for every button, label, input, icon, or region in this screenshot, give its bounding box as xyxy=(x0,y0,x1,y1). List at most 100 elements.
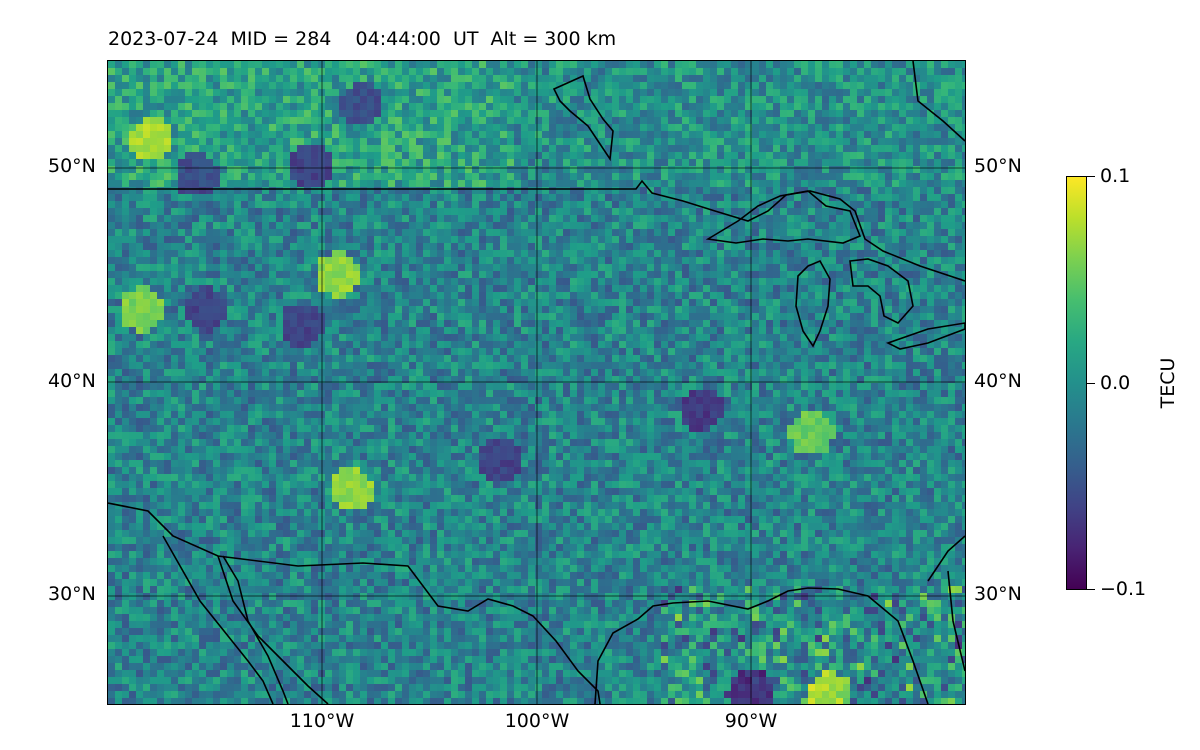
tec-cell xyxy=(150,257,157,264)
tec-cell xyxy=(241,208,248,215)
tec-cell xyxy=(192,61,199,68)
tec-cell xyxy=(703,117,710,124)
tec-cell xyxy=(913,264,920,271)
tec-cell xyxy=(948,320,955,327)
tec-cell xyxy=(619,187,626,194)
tec-cell xyxy=(787,334,794,341)
tec-cell xyxy=(836,215,843,222)
tec-cell xyxy=(416,264,423,271)
tec-cell xyxy=(444,131,451,138)
tec-cell xyxy=(857,152,864,159)
tec-cell xyxy=(199,110,206,117)
tec-cell xyxy=(668,145,675,152)
tec-cell xyxy=(248,145,255,152)
tec-cell xyxy=(738,264,745,271)
tec-cell xyxy=(612,327,619,334)
tec-cell xyxy=(430,271,437,278)
tec-cell xyxy=(962,236,965,243)
tec-cell xyxy=(444,285,451,292)
tec-cell xyxy=(409,89,416,96)
tec-cell xyxy=(115,215,122,222)
tec-cell xyxy=(948,159,955,166)
tec-cell xyxy=(878,327,885,334)
tec-cell xyxy=(829,138,836,145)
tec-cell xyxy=(430,313,437,320)
tec-cell xyxy=(227,229,234,236)
tec-cell xyxy=(276,89,283,96)
tec-cell xyxy=(808,75,815,82)
tec-cell xyxy=(885,131,892,138)
tec-cell xyxy=(507,236,514,243)
tec-cell xyxy=(486,201,493,208)
tec-cell xyxy=(717,103,724,110)
tec-cell xyxy=(262,229,269,236)
tec-cell xyxy=(717,250,724,257)
tec-cell xyxy=(696,89,703,96)
tec-cell xyxy=(346,313,353,320)
tec-cell xyxy=(689,229,696,236)
tec-cell xyxy=(297,187,304,194)
tec-cell xyxy=(759,145,766,152)
tec-cell xyxy=(794,145,801,152)
tec-cell xyxy=(437,159,444,166)
tec-cell xyxy=(465,299,472,306)
tec-cell xyxy=(269,271,276,278)
tec-cell xyxy=(892,96,899,103)
tec-map[interactable] xyxy=(108,61,965,704)
tec-cell xyxy=(542,145,549,152)
tec-cell xyxy=(647,278,654,285)
tec-cell xyxy=(948,173,955,180)
tec-cell xyxy=(654,166,661,173)
tec-cell xyxy=(815,334,822,341)
tec-cell xyxy=(626,292,633,299)
tec-cell xyxy=(745,138,752,145)
tec-cell xyxy=(136,264,143,271)
tec-cell xyxy=(297,215,304,222)
tec-cell xyxy=(122,229,129,236)
tec-cell xyxy=(549,278,556,285)
tec-cell xyxy=(514,229,521,236)
tec-cell xyxy=(402,285,409,292)
tec-cell xyxy=(444,201,451,208)
tec-cell xyxy=(626,327,633,334)
tec-cell xyxy=(339,166,346,173)
tec-cell xyxy=(899,271,906,278)
tec-cell xyxy=(717,201,724,208)
tec-cell xyxy=(157,257,164,264)
tec-cell xyxy=(836,236,843,243)
tec-cell xyxy=(535,201,542,208)
tec-cell xyxy=(276,152,283,159)
tec-cell xyxy=(416,229,423,236)
tec-cell xyxy=(297,75,304,82)
tec-cell xyxy=(885,334,892,341)
tec-cell xyxy=(521,117,528,124)
tec-cell xyxy=(395,236,402,243)
tec-cell xyxy=(871,138,878,145)
tec-cell xyxy=(829,208,836,215)
tec-cell xyxy=(318,152,325,159)
tec-cell xyxy=(255,68,262,75)
tec-cell xyxy=(199,278,206,285)
tec-cell xyxy=(465,208,472,215)
tec-cell xyxy=(759,96,766,103)
tec-cell xyxy=(759,250,766,257)
tec-cell xyxy=(248,236,255,243)
tec-cell xyxy=(899,229,906,236)
tec-cell xyxy=(682,236,689,243)
tec-cell xyxy=(878,215,885,222)
tec-cell xyxy=(913,131,920,138)
tec-cell xyxy=(115,271,122,278)
tec-cell xyxy=(514,215,521,222)
tec-cell xyxy=(206,166,213,173)
tec-cell xyxy=(514,299,521,306)
tec-cell xyxy=(892,201,899,208)
tec-cell xyxy=(780,89,787,96)
tec-cell xyxy=(577,229,584,236)
tec-cell xyxy=(766,131,773,138)
tec-cell xyxy=(346,131,353,138)
tec-cell xyxy=(668,82,675,89)
tec-cell xyxy=(794,152,801,159)
tec-cell xyxy=(423,166,430,173)
tec-cell xyxy=(192,96,199,103)
tec-cell xyxy=(199,327,206,334)
